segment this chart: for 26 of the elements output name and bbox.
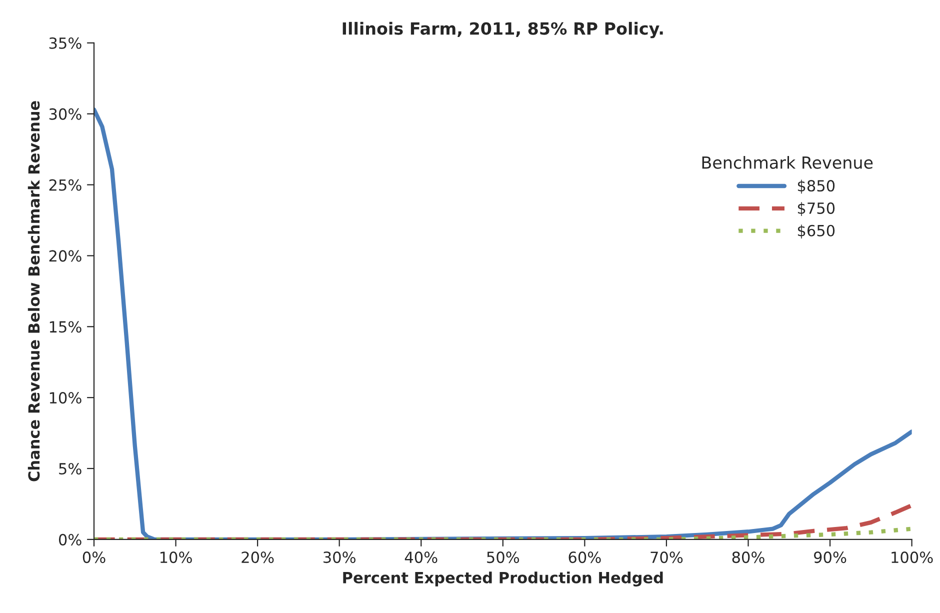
x-tick-label: 60% [568, 552, 601, 564]
x-tick-label: 20% [242, 552, 274, 564]
y-tick-label: 0% [58, 534, 82, 546]
x-tick-label: 100% [892, 552, 933, 564]
y-tick-label: 30% [49, 108, 82, 120]
y-tick-label: 15% [50, 321, 82, 333]
x-tick-label: 10% [160, 552, 192, 564]
x-tick-label: 30% [324, 552, 356, 564]
y-tick-label: 25% [49, 179, 82, 191]
x-tick-label: 70% [650, 552, 683, 564]
legend-label: $750 [798, 202, 835, 216]
y-axis-title: Chance Revenue Below Benchmark Revenue [28, 101, 40, 482]
y-tick-label: 35% [49, 37, 82, 49]
y-tick-label: 20% [49, 250, 82, 262]
legend-label: $650 [798, 224, 835, 238]
x-tick-label: 80% [732, 552, 764, 564]
chart-title: Illinois Farm, 2011, 85% RP Policy. [342, 22, 663, 38]
y-tick-label: 5% [59, 462, 82, 475]
x-tick-label: 40% [404, 552, 438, 564]
x-tick-label: 0% [82, 552, 106, 564]
legend-label: $850 [798, 180, 835, 194]
x-tick-label: 50% [487, 552, 520, 564]
x-axis-title: Percent Expected Production Hedged [343, 572, 663, 586]
x-tick-label: 90% [814, 552, 846, 564]
y-tick-label: 10% [50, 392, 82, 404]
legend-title: Benchmark Revenue [702, 156, 873, 169]
